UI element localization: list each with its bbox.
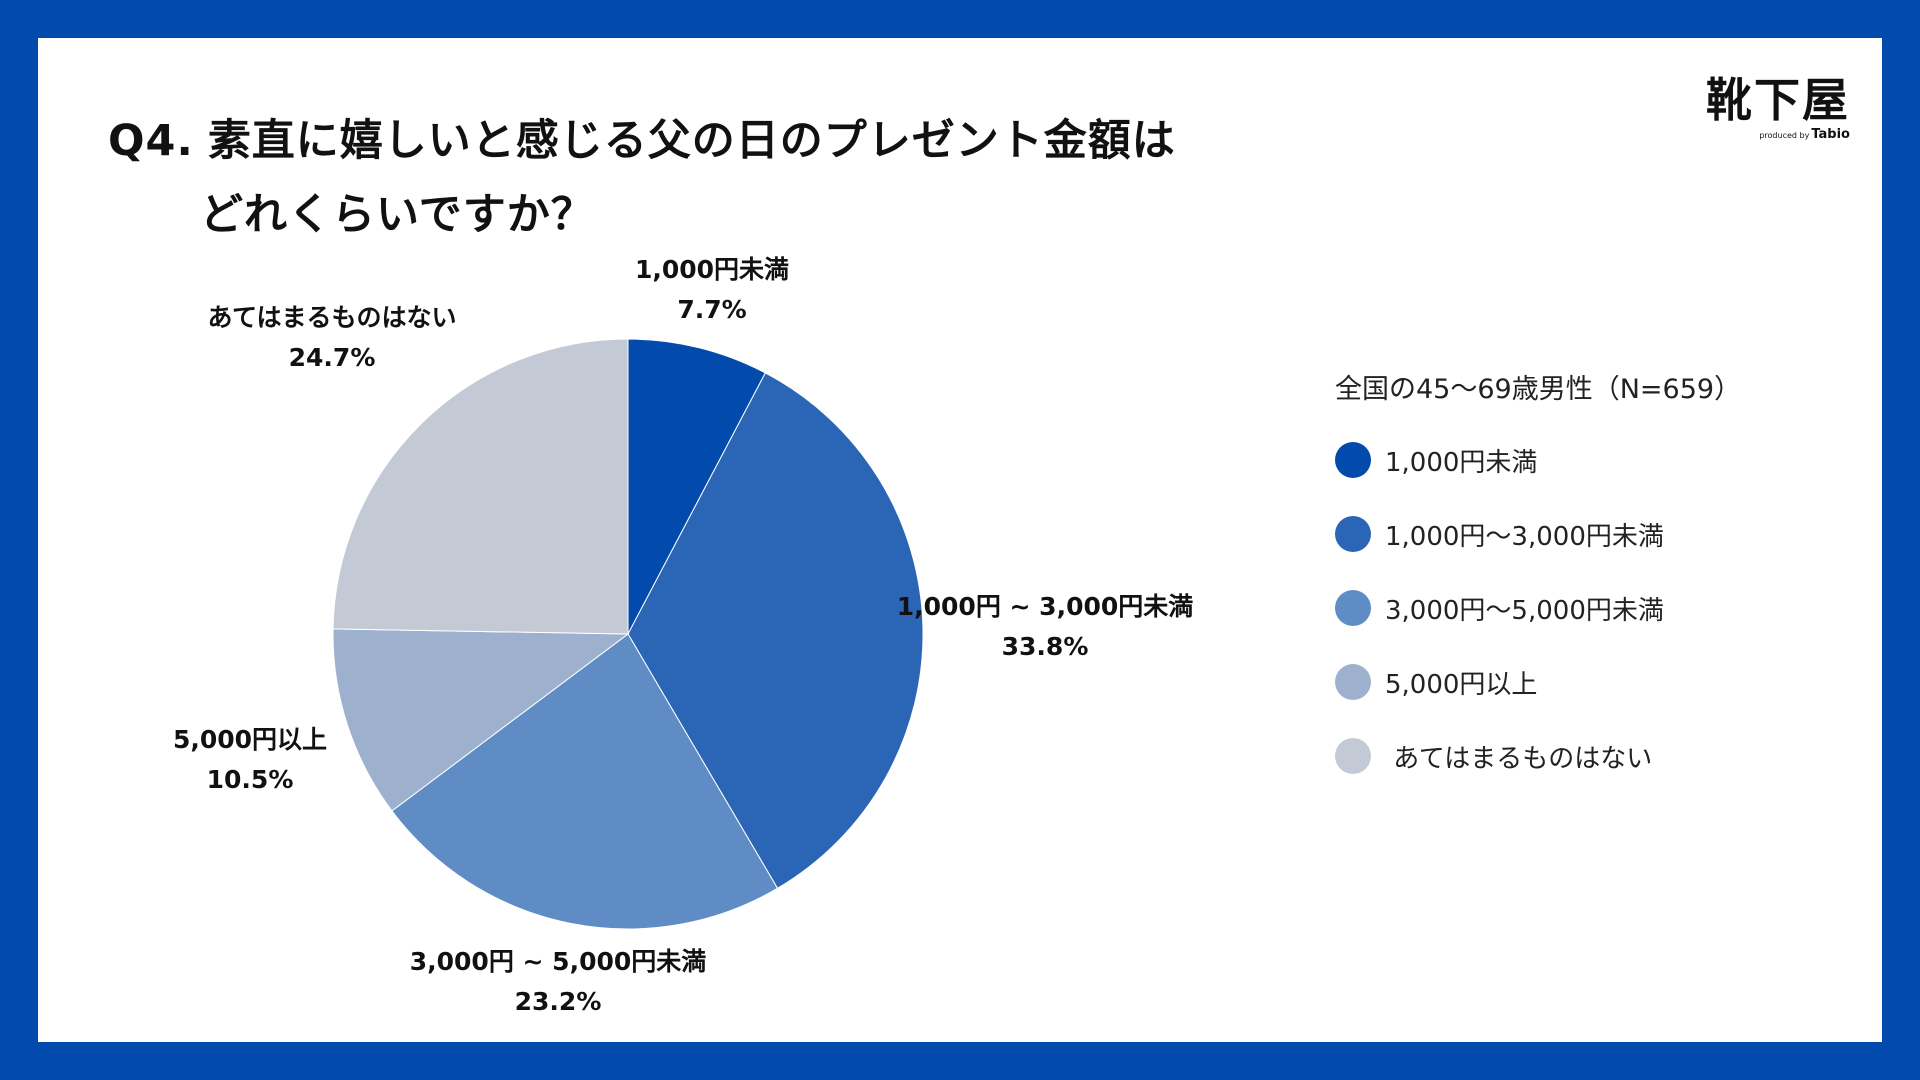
slice-value: 7.7%: [677, 295, 747, 324]
slice-label: 5,000円以上 10.5%: [173, 720, 327, 800]
slice-value: 10.5%: [206, 765, 294, 794]
legend: 全国の45〜69歳男性（N=659） 1,000円未満 1,000円〜3,000円…: [1335, 370, 1741, 810]
slice-category: 1,000円 ~ 3,000円未満: [896, 592, 1194, 621]
question-number: Q4.: [108, 116, 194, 166]
title-line-1: 素直に嬉しいと感じる父の日のプレゼント金額は: [207, 116, 1176, 166]
slice-category: 3,000円 ~ 5,000円未満: [409, 947, 707, 976]
legend-item: 5,000円以上: [1335, 662, 1741, 702]
logo-mark: 靴下屋: [1706, 73, 1850, 127]
slice-value: 33.8%: [1001, 632, 1089, 661]
legend-label: 5,000円以上: [1385, 669, 1538, 700]
legend-swatch: [1335, 590, 1371, 626]
brand-logo: 靴下屋 produced by Tabio: [1690, 72, 1850, 143]
logo-produced-by: produced by: [1759, 131, 1810, 140]
legend-item: あてはまるものはない: [1335, 736, 1741, 776]
slice-category: 5,000円以上: [172, 725, 328, 754]
pie-slice: [391, 633, 779, 930]
legend-swatch: [1335, 664, 1371, 700]
legend-item: 3,000円〜5,000円未満: [1335, 588, 1741, 628]
legend-caption: 全国の45〜69歳男性（N=659）: [1335, 374, 1742, 405]
slice-value: 24.7%: [288, 343, 376, 372]
chart-title: Q4. 素直に嬉しいと感じる父の日のプレゼント金額は どれくらいですか？: [108, 104, 1176, 252]
legend-label: あてはまるものはない: [1385, 743, 1653, 774]
pie-slice: [627, 338, 767, 635]
chart-panel: [38, 38, 1882, 1042]
legend-items: 1,000円未満 1,000円〜3,000円未満 3,000円〜5,000円未満 5,…: [1335, 440, 1741, 776]
legend-item: 1,000円〜3,000円未満: [1335, 514, 1741, 554]
slice-label: あてはまるものはない 24.7%: [207, 298, 456, 378]
legend-label: 3,000円〜5,000円未満: [1385, 595, 1664, 626]
legend-item: 1,000円未満: [1335, 440, 1741, 480]
slice-category: あてはまるものはない: [207, 303, 457, 332]
slice-label: 3,000円 ~ 5,000円未満 23.2%: [410, 942, 707, 1022]
logo-brand: Tabio: [1811, 127, 1850, 142]
legend-swatch: [1335, 442, 1371, 478]
pie-slice: [627, 372, 924, 889]
legend-label: 1,000円〜3,000円未満: [1385, 521, 1664, 552]
slice-value: 23.2%: [514, 987, 602, 1016]
legend-label: 1,000円未満: [1385, 447, 1538, 478]
slice-label: 1,000円 ~ 3,000円未満 33.8%: [897, 587, 1194, 667]
title-line-2: どれくらいですか？: [200, 190, 595, 240]
slice-label: 1,000円未満 7.7%: [635, 250, 789, 330]
slice-category: 1,000円未満: [634, 255, 790, 284]
pie-slice: [332, 628, 630, 812]
legend-swatch: [1335, 738, 1371, 774]
pie-slice: [332, 338, 629, 635]
logo-subtitle: produced by Tabio: [1690, 128, 1850, 143]
legend-swatch: [1335, 516, 1371, 552]
